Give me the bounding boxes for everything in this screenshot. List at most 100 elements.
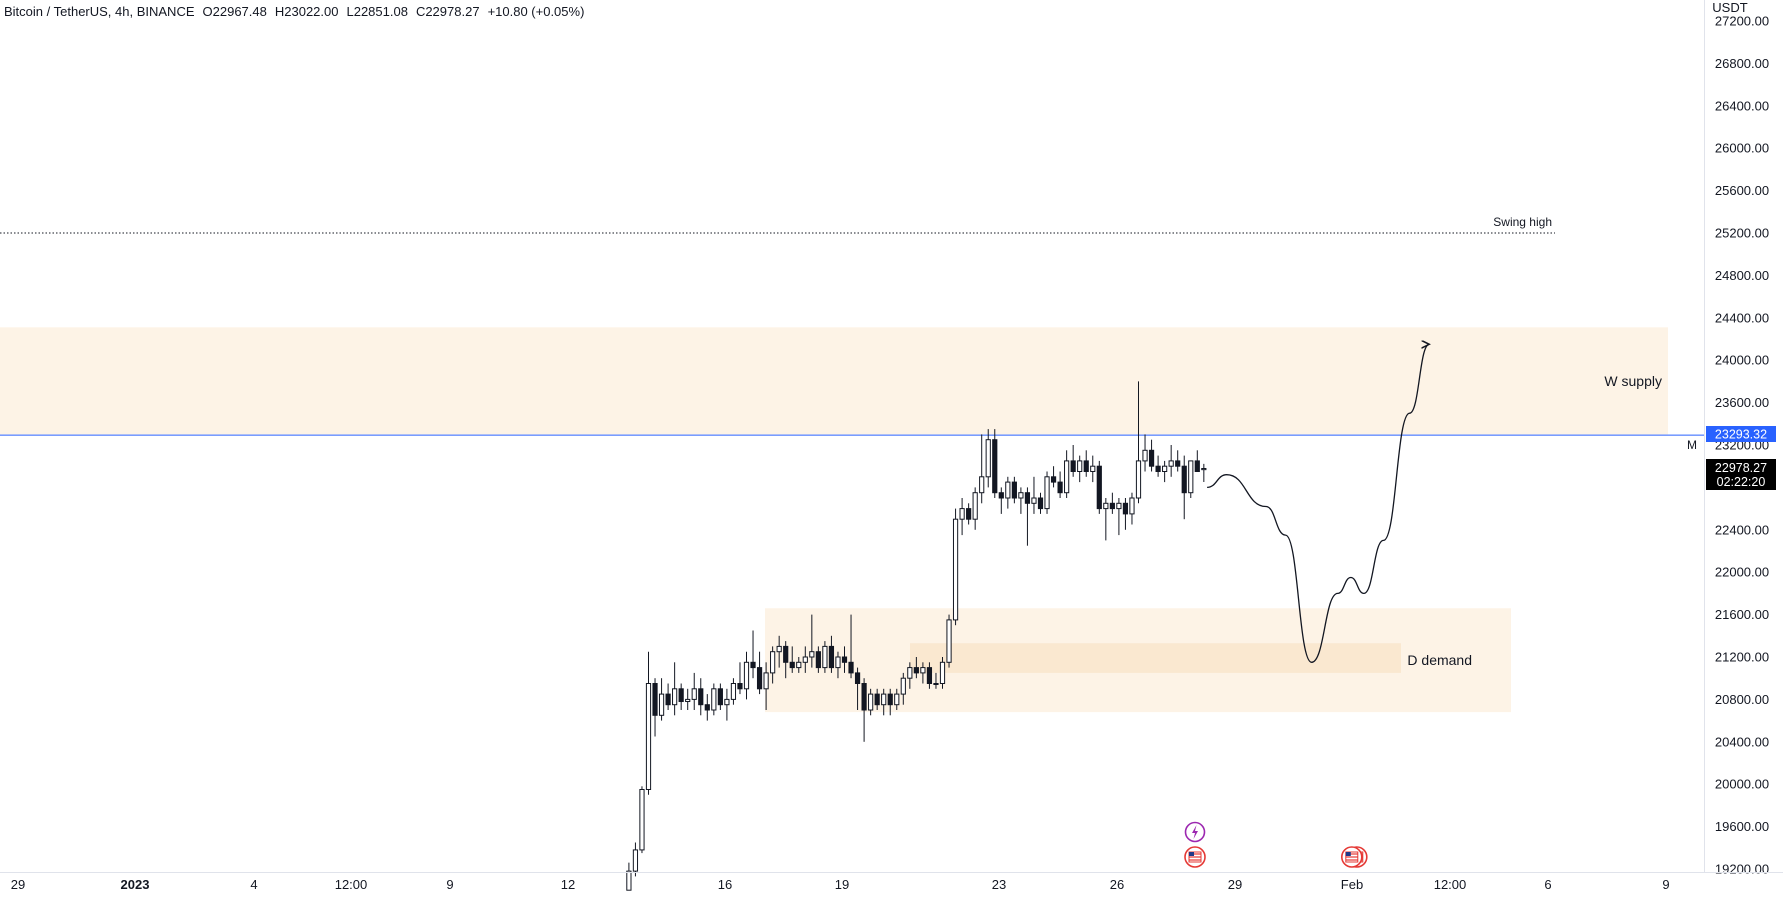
candle-body-down <box>1155 465 1161 473</box>
candle-body-down <box>1050 476 1057 483</box>
time-tick-label: 26 <box>1110 877 1124 892</box>
price-axis-unit: USDT <box>1712 0 1747 15</box>
candle-body-up <box>796 661 802 669</box>
time-tick-label: 4 <box>250 877 257 892</box>
candle <box>1024 487 1031 546</box>
candle-body-up <box>868 693 874 711</box>
hline-price-label: 23293.32 <box>1715 428 1767 442</box>
price-tick-label: 24400.00 <box>1715 310 1769 325</box>
candle <box>672 662 678 716</box>
candle-body-down <box>1024 492 1031 504</box>
candle-body-up <box>691 688 697 700</box>
price-tick-label: 26800.00 <box>1715 56 1769 71</box>
candle-body-down <box>926 667 933 684</box>
candle-body-up <box>672 688 678 706</box>
time-axis[interactable]: 29 2023 4 12:00 9 12 16 19 23 26 29 Feb 12:00 6 9 <box>0 872 1783 893</box>
price-tick-label: 24800.00 <box>1715 268 1769 283</box>
time-tick-label: 12:00 <box>1434 877 1467 892</box>
candle-body-up <box>1142 449 1148 462</box>
symbol-header: Bitcoin / TetherUS, 4h, BINANCE O22967.48… <box>4 4 592 19</box>
time-tick-label: 23 <box>992 877 1006 892</box>
candle-body-up <box>1044 476 1050 510</box>
candle <box>645 651 652 795</box>
candle <box>822 641 828 673</box>
candle <box>887 688 893 716</box>
candle-body-up <box>907 667 913 679</box>
demand-zone-label: D demand <box>1407 652 1472 668</box>
candle <box>913 657 919 679</box>
us-flag-icon <box>1184 846 1206 868</box>
candle-body-down <box>874 693 880 706</box>
candle-body-up <box>730 683 737 700</box>
candle <box>920 662 926 684</box>
candle-body-up <box>626 870 632 891</box>
candle <box>835 651 841 679</box>
time-tick-label: 2023 <box>121 877 150 892</box>
candle <box>1070 445 1076 477</box>
candle <box>1057 471 1063 498</box>
candle-body-down <box>1122 502 1129 515</box>
candle-body-down <box>887 693 893 706</box>
candle-body-down <box>717 688 723 706</box>
candle <box>743 651 750 700</box>
candle-body-up <box>658 693 665 716</box>
candle <box>1037 492 1044 514</box>
time-tick-label: 29 <box>11 877 25 892</box>
candle-body-down <box>698 688 704 706</box>
candle-body-up <box>952 518 959 621</box>
candle <box>632 842 639 877</box>
price-tick-label: 26400.00 <box>1715 98 1769 113</box>
candle <box>698 678 704 716</box>
flag-canton <box>1345 852 1351 856</box>
candle <box>711 683 717 716</box>
us-flag-icon <box>1341 846 1363 868</box>
flag-canton <box>1189 852 1194 856</box>
symbol-title[interactable]: Bitcoin / TetherUS, 4h, BINANCE <box>4 4 195 19</box>
candle <box>1148 439 1155 472</box>
candle-body-up <box>920 667 926 674</box>
candle <box>717 683 723 710</box>
candle <box>770 646 776 684</box>
candle <box>972 487 978 530</box>
time-tick-label: 12 <box>561 877 575 892</box>
price-tick-label: 20400.00 <box>1715 734 1769 749</box>
candle-body-down <box>756 667 763 690</box>
ohlc-close: C22978.27 <box>415 4 480 19</box>
price-tick-label: 21600.00 <box>1715 607 1769 622</box>
candle-body-down <box>861 683 867 711</box>
candle <box>959 498 965 536</box>
candle <box>789 646 795 673</box>
time-tick-label: 19 <box>835 877 849 892</box>
candle-body-down <box>841 656 848 663</box>
candle <box>900 672 906 705</box>
candle <box>802 646 808 673</box>
candle <box>658 678 665 721</box>
candle-body-down <box>828 645 835 669</box>
candle-body-down <box>737 683 743 690</box>
candle <box>1077 455 1083 483</box>
candle <box>756 651 763 695</box>
event-bolt-icon <box>1184 821 1206 843</box>
candle-body-down <box>1037 497 1044 510</box>
candle-body-up <box>939 661 946 684</box>
time-tick-label: 6 <box>1544 877 1551 892</box>
candle-body-down <box>1181 465 1187 494</box>
countdown-label: 02:22:20 <box>1717 475 1766 489</box>
candle-body-up <box>763 672 769 690</box>
price-tick-label: 22000.00 <box>1715 565 1769 580</box>
price-tick-label: 27200.00 <box>1715 14 1769 29</box>
candle-body-up <box>1090 465 1096 473</box>
hline-price-tag: 23293.32 <box>1706 426 1776 442</box>
candle-body-down <box>1096 465 1102 510</box>
event-bolt-glyph <box>1192 825 1198 839</box>
last-price-tag: 22978.27 02:22:20 <box>1706 459 1776 490</box>
time-tick-label: 9 <box>446 877 453 892</box>
candle-body-up <box>900 677 906 695</box>
candle-body-up <box>1031 497 1037 504</box>
price-axis[interactable]: USDT 27200.00 26800.00 26400.00 26000.00 256… <box>1687 0 1776 877</box>
candle-body-up <box>835 656 841 669</box>
candle <box>1129 492 1135 525</box>
candle <box>809 614 815 668</box>
candle <box>730 678 737 705</box>
